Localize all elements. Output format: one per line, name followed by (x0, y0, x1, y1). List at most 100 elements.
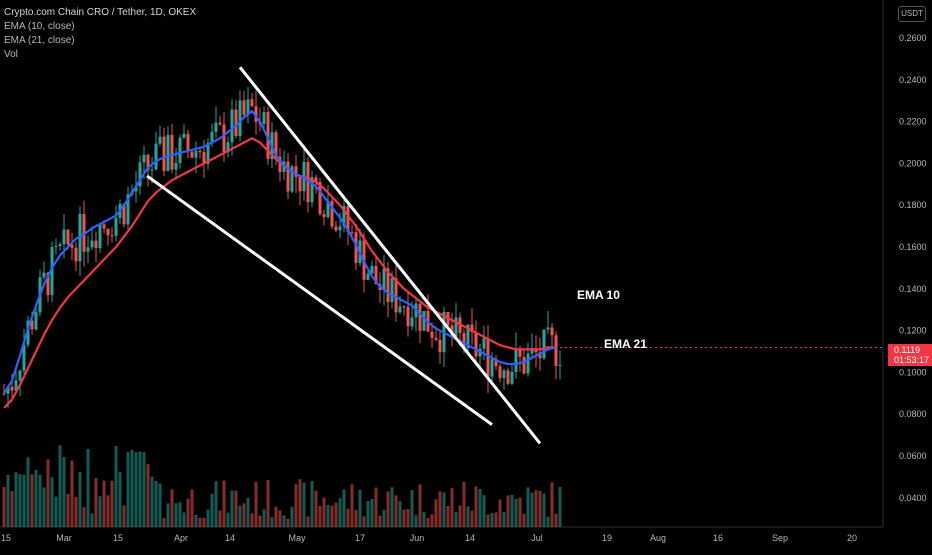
last-price-value: 0.1119 (894, 345, 921, 355)
volume-bar (518, 497, 522, 527)
candle-body (254, 106, 258, 122)
x-tick-label: 15 (1, 533, 11, 543)
ema10-line (3, 109, 557, 394)
candle-body (474, 332, 478, 357)
volume-bar (430, 514, 434, 527)
volume-bar (38, 474, 42, 527)
volume-bar (374, 487, 378, 527)
volume-bar (178, 502, 182, 527)
candle-body (250, 99, 254, 107)
candle-body (246, 99, 250, 115)
candle-body (62, 229, 66, 245)
volume-bar (358, 489, 362, 527)
volume-bar (174, 503, 178, 527)
volume-bar (122, 505, 126, 527)
candle-body (546, 327, 550, 330)
volume-bar (454, 511, 458, 527)
volume-bar (346, 508, 350, 527)
y-tick-label: 0.1600 (899, 242, 927, 252)
candle-body (198, 150, 202, 153)
volume-bar (238, 505, 242, 527)
candle-body (306, 162, 310, 203)
candle-body (166, 134, 170, 171)
volume-bar (138, 451, 142, 527)
last-price-label: 0.1119 01:53:17 (888, 344, 932, 366)
volume-bar (106, 495, 110, 527)
volume-bar (218, 510, 222, 527)
volume-bar (466, 506, 470, 527)
volume-bar (78, 472, 82, 527)
volume-bar (310, 481, 314, 527)
candle-body (398, 306, 402, 313)
volume-bar (54, 496, 58, 527)
volume-bar (114, 445, 118, 527)
volume-bar (82, 507, 86, 527)
candle-body (538, 352, 542, 359)
volume-bar (58, 445, 62, 527)
volume-bar (534, 490, 538, 527)
symbol-title[interactable]: Crypto.com Chain CRO / Tether, 1D, OKEX (4, 7, 197, 18)
candle-body (154, 143, 158, 170)
candle-body (438, 339, 442, 353)
candle-body (350, 231, 354, 233)
candle-body (346, 206, 350, 232)
y-tick-label: 0.1400 (899, 284, 927, 294)
volume-bar (34, 470, 38, 527)
volume-bar (418, 484, 422, 527)
volume-bar (294, 484, 298, 527)
candle-body (234, 109, 238, 137)
x-tick-label: 15 (113, 533, 123, 543)
ema21-legend[interactable]: EMA (21, close) (4, 35, 75, 46)
candle-body (418, 303, 422, 331)
candle-body (510, 371, 514, 384)
candle-body (178, 137, 182, 163)
candle-body (46, 272, 50, 296)
volume-bar (246, 497, 250, 527)
volume-bar (22, 474, 26, 527)
currency-badge[interactable]: USDT (898, 6, 926, 22)
candle-body (318, 181, 322, 214)
candle-body (206, 142, 210, 164)
lower-trendline (146, 174, 493, 426)
candle-body (506, 370, 510, 384)
volume-legend[interactable]: Vol (4, 49, 18, 60)
volume-bar (42, 487, 46, 527)
candle-body (30, 320, 34, 330)
volume-bar (2, 487, 6, 527)
volume-bar (442, 492, 446, 527)
candle-body (498, 366, 502, 379)
candle-body (502, 370, 506, 379)
x-tick-label: Mar (56, 533, 72, 543)
ema10-legend[interactable]: EMA (10, close) (4, 21, 75, 32)
volume-bar (158, 483, 162, 527)
volume-bar (410, 490, 414, 527)
x-tick-label: 14 (465, 533, 475, 543)
volume-bar (154, 480, 158, 527)
volume-bar (378, 515, 382, 527)
x-tick-label: 14 (225, 533, 235, 543)
candle-body (106, 228, 110, 236)
candle-body (402, 306, 406, 308)
volume-bar (354, 510, 358, 527)
volume-bar (258, 515, 262, 527)
candle-body (370, 265, 374, 274)
candle-body (338, 226, 342, 231)
candle-body (354, 232, 358, 263)
volume-bar (406, 509, 410, 527)
y-tick-label: 0.1200 (899, 326, 927, 336)
candle-body (102, 224, 106, 229)
candle-body (142, 154, 146, 163)
candle-body (526, 353, 530, 374)
candle-body (274, 132, 278, 157)
candle-body (262, 112, 266, 124)
volume-bar (134, 452, 138, 527)
volume-bar (90, 513, 94, 527)
y-tick-label: 0.2200 (899, 117, 927, 127)
volume-bar (558, 486, 562, 527)
volume-bar (366, 500, 370, 527)
candle-body (242, 100, 246, 115)
volume-bar (26, 457, 30, 527)
y-tick-label: 0.1000 (899, 367, 927, 377)
